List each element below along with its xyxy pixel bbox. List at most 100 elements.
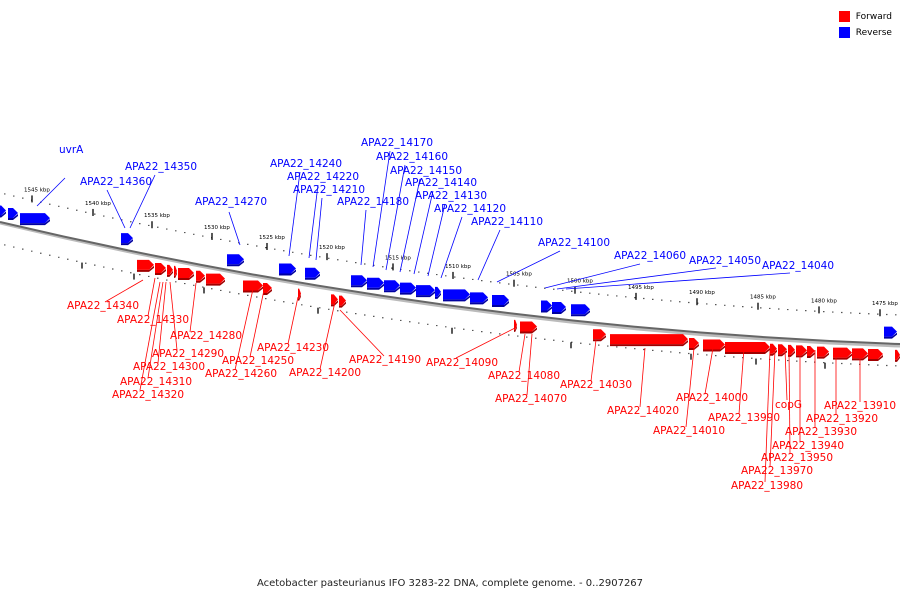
forward-gene-label-leader [526, 333, 533, 396]
reverse-gene-arrow [443, 289, 470, 300]
scale-tick-label: 1530 kbp [204, 225, 230, 231]
reverse-gene-arrow [0, 205, 6, 216]
reverse-gene-label: APA22_14130 [415, 190, 487, 202]
reverse-gene-arrow-shade [470, 298, 488, 305]
scale-tick-label: 1540 kbp [85, 201, 111, 207]
forward-gene-arrow [174, 265, 177, 276]
forward-gene-label-leader [287, 296, 299, 345]
reverse-gene-label: APA22_14360 [80, 176, 152, 188]
reverse-gene-arrow-shade [279, 269, 296, 276]
reverse-gene-arrow [884, 326, 897, 337]
forward-gene-arrow-shade [689, 343, 699, 350]
forward-gene-arrow-shade [610, 340, 688, 347]
forward-gene-arrow [868, 349, 883, 360]
forward-gene-label: APA22_14000 [676, 392, 748, 404]
reverse-gene-label: APA22_14210 [293, 184, 365, 196]
reverse-gene-arrow-shade [416, 291, 435, 298]
reverse-swatch [838, 27, 850, 38]
forward-gene-arrow-shade [339, 301, 346, 308]
forward-gene-arrow [520, 321, 537, 332]
reverse-gene-label-leader [399, 178, 421, 273]
genome-backbone [0, 221, 900, 345]
forward-gene-label: APA22_14080 [488, 370, 560, 382]
forward-gene-arrow [298, 288, 301, 299]
forward-gene-label-leader [704, 347, 714, 395]
reverse-gene-arrow-shade [121, 239, 133, 246]
reverse-gene-label: APA22_14350 [125, 161, 197, 173]
forward-gene-arrow-shade [778, 350, 787, 357]
reverse-gene-label-leader [228, 211, 241, 246]
reverse-gene-label: APA22_14150 [390, 165, 462, 177]
reverse-gene-arrow-shade [227, 260, 244, 267]
reverse-gene-label-leader [556, 267, 717, 290]
forward-gene-label-leader [339, 309, 385, 357]
reverse-gene-label: APA22_14100 [538, 237, 610, 249]
forward-gene-arrow [703, 339, 725, 350]
forward-gene-label-leader [788, 349, 791, 455]
forward-gene-arrow [807, 345, 815, 356]
reverse-gene-label: APA22_14170 [361, 137, 433, 149]
forward-gene-arrow [796, 345, 807, 356]
reverse-gene-arrow [492, 295, 509, 306]
reverse-gene-arrow-shade [305, 273, 320, 280]
scale-tick-label: 1485 kbp [750, 295, 776, 301]
legend-forward-label: Forward [855, 11, 892, 22]
forward-gene-label: APA22_14190 [349, 354, 421, 366]
reverse-gene-arrow-shade [571, 310, 590, 317]
forward-gene-arrow-shade [725, 347, 770, 354]
scale-tick-label: 1515 kbp [385, 255, 411, 261]
reverse-gene-label-leader [36, 177, 66, 207]
scale-tick-label: 1500 kbp [567, 279, 593, 285]
forward-gene-arrow-shade [155, 268, 166, 275]
scale-tick-label: 1490 kbp [689, 290, 715, 296]
forward-gene-arrow [178, 267, 194, 278]
reverse-gene-label: APA22_14040 [762, 260, 834, 272]
forward-gene-arrow [895, 349, 900, 360]
reverse-gene-arrow [435, 286, 441, 297]
reverse-gene-arrow [384, 280, 400, 291]
reverse-gene-arrow-shade [0, 211, 6, 218]
forward-gene-label-leader [518, 333, 526, 373]
scale-tick-label: 1480 kbp [811, 298, 837, 304]
forward-gene-label: APA22_14310 [120, 376, 192, 388]
lower-scale-dots [4, 244, 897, 367]
reverse-gene-arrow [8, 208, 18, 219]
forward-gene-arrow [196, 270, 205, 281]
scale-tick-label: 1475 kbp [872, 301, 898, 307]
forward-gene-arrow [206, 273, 225, 284]
reverse-gene-label: uvrA [59, 144, 84, 156]
reverse-gene-arrow [367, 277, 384, 288]
reverse-gene-label-leader [565, 272, 791, 290]
forward-gene-arrow [137, 259, 154, 270]
forward-gene-label: APA22_14320 [112, 389, 184, 401]
forward-swatch [838, 11, 850, 22]
scale-tick-label: 1495 kbp [628, 285, 654, 291]
genome-caption: Acetobacter pasteurianus IFO 3283-22 DNA… [256, 578, 644, 589]
forward-gene-arrow [788, 344, 795, 355]
reverse-gene-label-leader [385, 164, 406, 271]
forward-gene-arrow-shade [770, 349, 777, 356]
forward-gene-arrow-shade [817, 352, 829, 359]
forward-gene-arrow-shade [137, 265, 154, 272]
forward-gene-label-leader [157, 281, 167, 364]
forward-gene-label-leader [139, 281, 161, 391]
forward-gene-label: copG [775, 399, 802, 411]
reverse-gene-arrow [416, 285, 435, 296]
forward-gene-label: APA22_14300 [133, 361, 205, 373]
forward-gene-arrow-shade [167, 270, 173, 277]
reverse-gene-arrow-shade [541, 306, 552, 313]
reverse-gene-label-leader [413, 190, 434, 275]
forward-gene-label-leader [319, 301, 336, 370]
forward-gene-label: APA22_13980 [731, 480, 803, 492]
scale-tick-label: 1505 kbp [506, 272, 532, 278]
reverse-gene-arrow [400, 282, 416, 293]
reverse-gene-arrow [470, 292, 488, 303]
forward-gene-label: APA22_13930 [785, 426, 857, 438]
forward-gene-arrow-shade [868, 355, 883, 362]
forward-gene-arrow-shade [833, 353, 852, 360]
reverse-gene-label: APA22_14220 [287, 171, 359, 183]
forward-gene-label-leader [189, 282, 197, 333]
reverse-gene-label-leader [106, 189, 126, 229]
reverse-gene-label: APA22_14180 [337, 196, 409, 208]
